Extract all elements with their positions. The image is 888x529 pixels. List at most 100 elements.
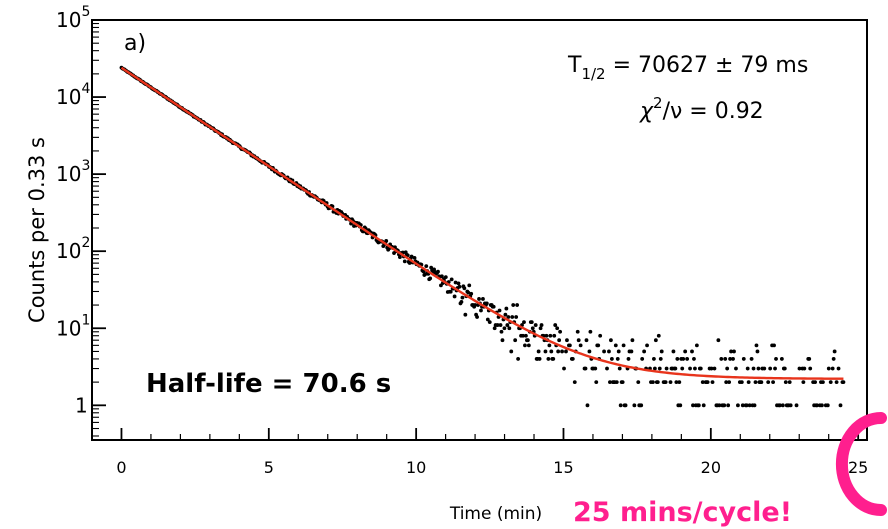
data-point <box>621 343 626 348</box>
data-point <box>477 297 481 301</box>
data-point <box>640 357 645 361</box>
plot-frame <box>91 19 868 441</box>
data-point <box>618 403 623 408</box>
data-point <box>620 380 625 385</box>
data-point <box>539 323 544 327</box>
data-point <box>487 320 492 325</box>
data-point <box>771 380 775 385</box>
data-point <box>778 403 782 408</box>
data-point <box>744 403 749 408</box>
data-point <box>825 403 830 408</box>
data-point <box>656 333 661 338</box>
data-point <box>583 366 588 371</box>
data-point <box>772 343 776 348</box>
data-point <box>479 308 483 313</box>
data-point <box>807 357 812 361</box>
data-point <box>605 366 609 371</box>
data-point <box>565 338 569 343</box>
data-point <box>751 366 756 371</box>
y-tick-label: 101 <box>56 312 90 340</box>
data-point <box>688 366 692 371</box>
data-point <box>552 333 557 338</box>
data-point <box>745 366 750 371</box>
data-point <box>521 333 525 338</box>
data-point <box>452 294 457 299</box>
data-point <box>693 366 697 371</box>
data-point <box>576 338 581 343</box>
data-point <box>553 323 558 327</box>
data-point <box>485 317 490 322</box>
data-point <box>787 380 792 385</box>
data-point <box>832 349 837 354</box>
data-point <box>526 343 531 348</box>
data-point <box>731 357 735 361</box>
data-point <box>779 357 784 361</box>
data-point <box>685 357 690 361</box>
data-point <box>407 261 412 265</box>
data-point <box>691 403 695 408</box>
x-tick-label: 5 <box>264 458 274 477</box>
data-point <box>453 280 458 285</box>
highlight-circle <box>835 412 887 516</box>
data-point <box>739 380 744 385</box>
data-point <box>736 403 740 408</box>
data-point <box>749 357 754 361</box>
x-tick-label: 15 <box>553 458 573 477</box>
data-point <box>555 326 560 331</box>
data-point <box>801 380 806 385</box>
data-point <box>469 291 474 296</box>
data-point <box>544 333 549 338</box>
chi-value: /ν = 0.92 <box>663 99 764 124</box>
data-point <box>632 403 637 408</box>
data-point <box>747 403 752 408</box>
data-point <box>826 366 831 371</box>
data-point <box>443 275 448 280</box>
data-point <box>384 239 389 243</box>
data-point <box>838 403 843 408</box>
data-point <box>608 380 612 385</box>
data-point <box>505 323 510 327</box>
data-point <box>484 301 489 306</box>
data-point <box>428 276 433 281</box>
data-point <box>500 338 505 343</box>
data-point <box>475 315 479 319</box>
data-point <box>588 329 593 334</box>
data-point <box>794 403 799 408</box>
data-point <box>533 323 538 327</box>
data-point <box>808 366 813 371</box>
data-point <box>734 366 738 371</box>
data-point <box>683 349 688 354</box>
fit-curve <box>120 66 844 380</box>
data-point <box>724 380 729 385</box>
data-point <box>584 338 589 343</box>
data-point <box>607 349 611 354</box>
data-point <box>457 284 462 289</box>
y-tick-label: 1 <box>75 393 88 417</box>
data-point <box>753 380 758 385</box>
data-point <box>504 306 509 311</box>
data-point <box>402 259 407 264</box>
x-tick-label: 25 <box>848 458 868 477</box>
data-point <box>659 349 664 354</box>
data-point <box>630 338 635 343</box>
data-point <box>513 338 518 343</box>
data-point <box>652 357 656 361</box>
data-point <box>723 357 728 361</box>
data-point <box>498 323 503 327</box>
data-point <box>609 357 614 361</box>
data-point <box>696 403 701 408</box>
data-point <box>705 380 710 385</box>
data-point <box>677 380 682 385</box>
data-point <box>412 255 417 260</box>
data-point <box>783 380 788 385</box>
data-point <box>516 357 521 361</box>
data-point <box>657 366 662 371</box>
data-point <box>752 403 757 408</box>
data-point <box>673 366 678 371</box>
data-point <box>614 380 619 385</box>
data-point <box>497 308 502 313</box>
data-point <box>594 380 599 385</box>
data-point <box>421 269 426 274</box>
chi-superscript: 2 <box>653 94 663 112</box>
